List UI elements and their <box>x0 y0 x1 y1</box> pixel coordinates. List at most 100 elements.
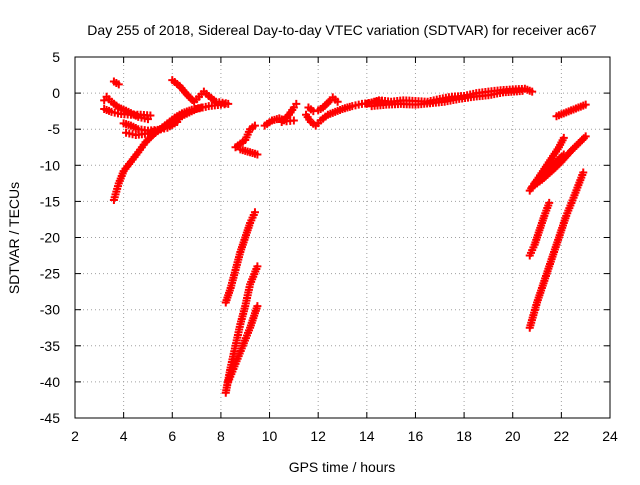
series-arc-morning-steep-a <box>221 208 259 307</box>
data-point-run <box>532 170 547 186</box>
data-point <box>289 116 298 125</box>
x-tick-label: 14 <box>359 428 375 444</box>
x-tick-label: 20 <box>505 428 521 444</box>
data-point <box>518 86 527 95</box>
y-tick-label: -25 <box>40 266 60 282</box>
data-point-run <box>270 115 281 124</box>
data-point-run <box>232 344 246 366</box>
data-point-run <box>378 96 393 106</box>
tick-layer: 2 4 6 8 10 12 14 16 18 20 22 2450-5-10-15-20-25-30-… <box>40 49 618 444</box>
data-point-run <box>225 362 239 384</box>
series-arc-noon-loop <box>304 93 342 116</box>
data-point <box>114 80 123 89</box>
data-point-run <box>243 147 255 157</box>
data-point-run <box>351 100 363 110</box>
data-point-run <box>438 93 453 103</box>
data-point-run <box>121 160 134 173</box>
y-tick-label: -40 <box>40 374 60 390</box>
data-point <box>250 208 259 217</box>
data-point <box>581 100 590 109</box>
series-arc-early-spike <box>109 77 123 89</box>
data-point-run <box>320 98 333 110</box>
data-point <box>146 111 155 120</box>
data-point <box>581 132 590 141</box>
data-point-run <box>279 112 292 125</box>
x-tick-label: 2 <box>71 428 79 444</box>
x-tick-label: 12 <box>310 428 326 444</box>
series-arc-midday-b <box>277 99 301 126</box>
y-tick-label: -30 <box>40 302 60 318</box>
data-point <box>253 262 262 271</box>
data-point-run <box>542 161 557 175</box>
data-point-run <box>125 129 137 139</box>
data-point <box>292 99 301 108</box>
data-point <box>253 302 262 311</box>
x-tick-label: 16 <box>408 428 424 444</box>
x-axis-label: GPS time / hours <box>289 459 396 475</box>
data-point-run <box>207 101 222 110</box>
data-point-run <box>128 150 141 164</box>
data-point-run <box>523 85 534 95</box>
x-tick-label: 8 <box>217 428 225 444</box>
data-point <box>333 97 342 106</box>
data-point <box>528 87 537 96</box>
y-tick-label: -15 <box>40 193 60 209</box>
data-point <box>559 150 568 159</box>
data-point-run <box>326 108 337 118</box>
data-point-run <box>102 105 114 115</box>
data-point-run <box>120 110 132 119</box>
data-point-run <box>539 168 554 183</box>
series-arc-early-band <box>122 99 233 139</box>
series-arc-evening-steep-b <box>525 168 588 332</box>
data-point-run <box>333 105 345 115</box>
data-point-run <box>122 120 133 129</box>
data-point-run <box>303 113 314 124</box>
series-arc-dawn-hump <box>168 76 230 108</box>
data-point-run <box>129 122 140 132</box>
data-point-run <box>136 140 148 154</box>
data-point-run <box>207 93 218 104</box>
y-tick-label: -45 <box>40 410 60 426</box>
data-point-run <box>563 196 577 218</box>
data-point <box>221 99 230 108</box>
data-point-run <box>263 118 274 128</box>
data-point-run <box>562 107 573 117</box>
series-arc-late <box>552 100 590 121</box>
data-point-run <box>170 78 182 88</box>
data-point-run <box>177 84 190 97</box>
data-point <box>559 133 568 142</box>
data-point-run <box>158 119 174 132</box>
series-arc-morning-small-2 <box>236 145 262 159</box>
data-point <box>250 121 259 130</box>
data-point-run <box>450 92 466 101</box>
x-tick-label: 6 <box>168 428 176 444</box>
data-point-run <box>576 101 588 111</box>
data-point-run <box>247 210 258 225</box>
data-point-run <box>569 104 580 114</box>
data-point-run <box>137 125 149 135</box>
data-point-run <box>556 136 567 149</box>
data-point-run <box>143 132 155 145</box>
data-point-run <box>239 326 254 348</box>
x-tick-label: 24 <box>602 428 618 444</box>
y-tick-label: -10 <box>40 157 60 173</box>
x-tick-label: 10 <box>262 428 278 444</box>
data-layer <box>100 76 590 397</box>
y-tick-label: -35 <box>40 338 60 354</box>
data-point-run <box>554 110 566 120</box>
data-point-run <box>319 112 330 123</box>
data-point-run <box>247 264 261 286</box>
data-point <box>253 150 262 159</box>
data-point-run <box>130 110 142 119</box>
data-point-run <box>576 134 588 146</box>
data-point <box>579 168 588 177</box>
x-tick-label: 18 <box>456 428 472 444</box>
series-arc-evening-fan-c <box>530 150 568 188</box>
y-tick-label: 5 <box>52 49 60 65</box>
data-point-run <box>110 108 122 118</box>
data-point-run <box>568 141 581 154</box>
data-point-run <box>242 127 253 142</box>
series-arc-evening-steep-a <box>525 198 554 260</box>
data-point-run <box>170 112 186 125</box>
